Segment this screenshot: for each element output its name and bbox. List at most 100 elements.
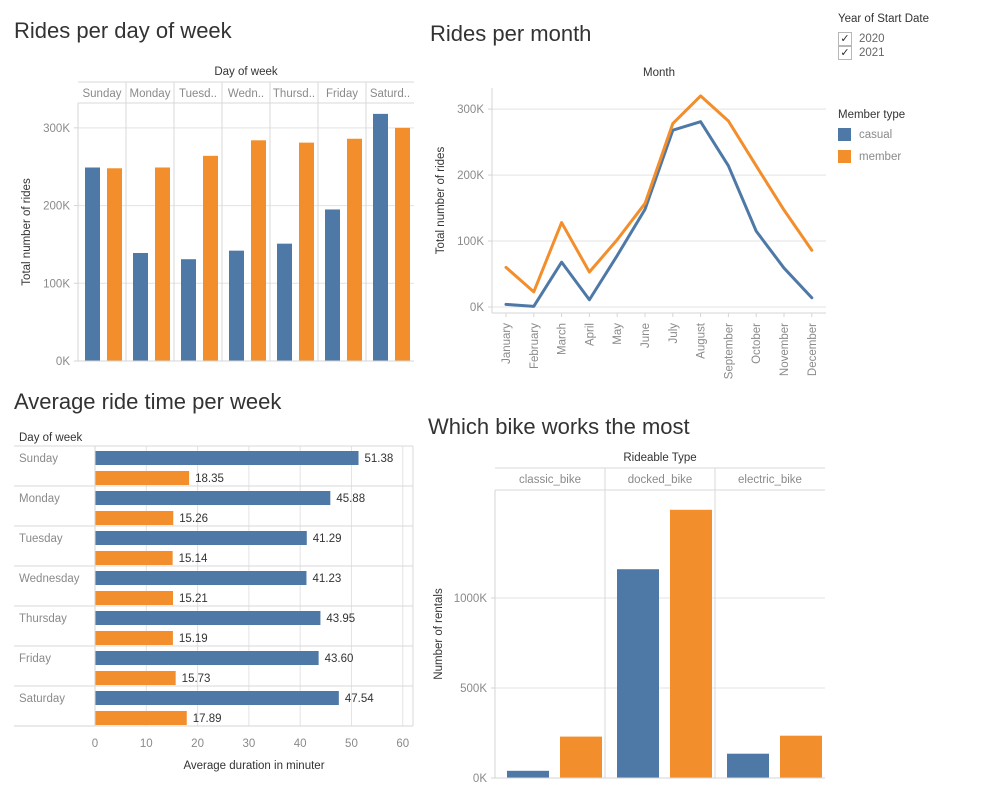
bar-casual-Thursd..[interactable] bbox=[277, 243, 292, 361]
bar-casual-Friday[interactable] bbox=[95, 651, 319, 665]
column-header: Wedn.. bbox=[228, 88, 264, 100]
column-header: classic_bike bbox=[519, 474, 581, 486]
value-label: 15.21 bbox=[179, 593, 208, 605]
bar-casual-docked_bike[interactable] bbox=[617, 569, 659, 778]
x-tick-label: January bbox=[501, 323, 513, 364]
bar-casual-Tuesday[interactable] bbox=[95, 531, 307, 545]
member-legend-label: member bbox=[859, 150, 902, 163]
row-label: Sunday bbox=[19, 453, 58, 465]
panel-rides-per-day: Rides per day of week 0K 100K 200K 300K Sund… bbox=[0, 0, 430, 388]
x-tick-label: October bbox=[751, 323, 763, 364]
member-legend-label: casual bbox=[859, 128, 893, 141]
bar-member-docked_bike[interactable] bbox=[670, 509, 712, 778]
row-label: Tuesday bbox=[19, 533, 63, 545]
bar-member-Sunday[interactable] bbox=[95, 471, 190, 485]
x-tick-label: March bbox=[557, 323, 569, 355]
y-axis-label: Number of rentals bbox=[433, 588, 445, 680]
rides-per-day-chart: 0K 100K 200K 300K Sunday Monday Tuesd.. Wedn.. T… bbox=[21, 66, 414, 368]
x-tick-label: February bbox=[529, 323, 541, 369]
row-label: Monday bbox=[19, 493, 60, 505]
bar-member-Wednesday[interactable] bbox=[95, 591, 174, 605]
rides-per-month-chart: 0K 100K 200K 300K January February March April M… bbox=[435, 67, 826, 379]
column-header: Tuesd.. bbox=[179, 88, 217, 100]
value-label: 41.29 bbox=[313, 533, 342, 545]
bar-member-Monday[interactable] bbox=[155, 167, 170, 362]
year-filter-item-2021[interactable]: ✓ 2021 bbox=[838, 45, 998, 60]
x-tick-label: 40 bbox=[294, 738, 307, 750]
chart-title-rides-per-month: Rides per month bbox=[430, 21, 592, 46]
checkbox-checked-icon[interactable]: ✓ bbox=[838, 32, 852, 46]
bar-member-Saturday[interactable] bbox=[95, 711, 187, 725]
legend-swatch-casual bbox=[838, 128, 851, 141]
legend-swatch-member bbox=[838, 150, 851, 163]
x-tick-label: July bbox=[668, 323, 680, 344]
x-tick-label: 20 bbox=[191, 738, 204, 750]
bar-casual-Thursday[interactable] bbox=[95, 611, 321, 625]
x-tick-label: November bbox=[779, 323, 791, 376]
bike-type-chart: 0K 500K 1000K classic_bike docked_bike electr… bbox=[433, 452, 825, 785]
bar-member-Friday[interactable] bbox=[95, 671, 176, 685]
bar-casual-classic_bike[interactable] bbox=[507, 770, 549, 778]
bar-member-Tuesday[interactable] bbox=[95, 551, 173, 565]
chart-title-avg-ride-time: Average ride time per week bbox=[14, 389, 282, 414]
x-tick-label: June bbox=[640, 323, 652, 348]
bar-member-Monday[interactable] bbox=[95, 511, 174, 525]
bar-member-electric_bike[interactable] bbox=[780, 735, 822, 778]
panel-bike-type: Which bike works the most 0K 500K 1000K cla… bbox=[428, 400, 848, 799]
bar-member-Friday[interactable] bbox=[347, 138, 362, 361]
line-member[interactable] bbox=[504, 94, 814, 294]
column-field-label: Rideable Type bbox=[623, 452, 696, 464]
value-label: 43.95 bbox=[326, 613, 355, 625]
value-label: 47.54 bbox=[345, 693, 374, 705]
member-legend-item-casual[interactable]: casual bbox=[838, 128, 998, 141]
bar-casual-Tuesd..[interactable] bbox=[181, 259, 196, 361]
row-label: Wednesday bbox=[19, 573, 80, 585]
bar-casual-Wednesday[interactable] bbox=[95, 571, 307, 585]
y-tick-label: 200K bbox=[457, 170, 484, 182]
avg-ride-time-chart: 0 10 20 30 40 50 60 Sunday 51.38 18.35 Monday 45.88… bbox=[14, 432, 414, 772]
x-tick-label: 30 bbox=[242, 738, 255, 750]
bar-casual-Saturd..[interactable] bbox=[373, 113, 388, 361]
year-filter-title: Year of Start Date bbox=[838, 13, 929, 25]
bar-casual-Monday[interactable] bbox=[95, 491, 331, 505]
value-label: 45.88 bbox=[336, 493, 365, 505]
bar-member-Thursday[interactable] bbox=[95, 631, 173, 645]
bar-casual-Wedn..[interactable] bbox=[229, 250, 244, 361]
bar-casual-Monday[interactable] bbox=[133, 252, 148, 361]
bar-member-Thursd..[interactable] bbox=[299, 142, 314, 361]
y-tick-label: 100K bbox=[43, 278, 70, 290]
column-header: Friday bbox=[326, 88, 358, 100]
x-tick-label: April bbox=[584, 323, 596, 346]
chart-title-rides-per-day: Rides per day of week bbox=[14, 18, 232, 43]
bar-member-Wedn..[interactable] bbox=[251, 140, 266, 361]
panel-rides-per-month: Rides per month 0K 100K 200K 300K January Feb… bbox=[428, 0, 840, 398]
bar-casual-electric_bike[interactable] bbox=[727, 753, 769, 778]
x-tick-label: August bbox=[696, 322, 708, 359]
bar-casual-Saturday[interactable] bbox=[95, 691, 339, 705]
bar-member-Sunday[interactable] bbox=[107, 168, 122, 361]
column-header: Monday bbox=[130, 88, 171, 100]
x-axis-label: Average duration in minuter bbox=[183, 760, 324, 772]
bar-member-classic_bike[interactable] bbox=[560, 736, 602, 778]
bar-casual-Sunday[interactable] bbox=[85, 167, 100, 362]
bar-casual-Friday[interactable] bbox=[325, 209, 340, 361]
year-filter-item-2020[interactable]: ✓ 2020 bbox=[838, 32, 998, 46]
value-label: 15.19 bbox=[179, 633, 208, 645]
y-tick-label: 300K bbox=[457, 104, 484, 116]
bar-member-Saturd..[interactable] bbox=[395, 127, 410, 362]
legends: Year of Start Date ✓ 2020 ✓ 2021 Member typ… bbox=[838, 13, 998, 172]
checkbox-checked-icon[interactable]: ✓ bbox=[838, 45, 852, 60]
y-tick-label: 0K bbox=[56, 356, 70, 368]
member-type-legend: casual member bbox=[838, 128, 998, 163]
value-label: 17.89 bbox=[193, 713, 222, 725]
line-casual[interactable] bbox=[504, 120, 814, 308]
bar-casual-Sunday[interactable] bbox=[95, 451, 359, 465]
row-label: Thursday bbox=[19, 613, 67, 625]
member-legend-item-member[interactable]: member bbox=[838, 150, 998, 163]
value-label: 15.26 bbox=[179, 513, 208, 525]
column-header: electric_bike bbox=[738, 474, 802, 486]
column-header: Saturd.. bbox=[370, 88, 410, 100]
year-filter-label: 2021 bbox=[859, 47, 885, 59]
x-tick-label: May bbox=[612, 323, 624, 345]
bar-member-Tuesd..[interactable] bbox=[203, 155, 218, 361]
